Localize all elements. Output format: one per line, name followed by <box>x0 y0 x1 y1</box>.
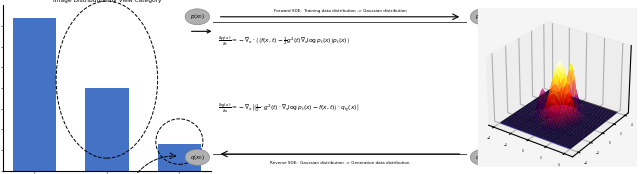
Circle shape <box>185 9 209 25</box>
Text: Forward SDE:  Training data distribution -> Gaussian distribution: Forward SDE: Training data distribution … <box>273 9 406 13</box>
Text: $\frac{\partial q_t(x)}{\partial s} = -\nabla_x \left[ \left( \frac{1}{2} \cdot : $\frac{\partial q_t(x)}{\partial s} = -\… <box>218 101 359 115</box>
Bar <box>13 18 56 171</box>
Text: Reverse SDE:  Gaussian distribution -> Generation data distribution: Reverse SDE: Gaussian distribution -> Ge… <box>270 161 410 165</box>
Title: Image Distribution by View Category: Image Distribution by View Category <box>52 0 161 3</box>
Text: $\frac{\partial p_t(x)}{\partial t} = -\nabla_x \cdot \left( \left( f(x,t) - \fr: $\frac{\partial p_t(x)}{\partial t} = -\… <box>218 35 350 49</box>
Circle shape <box>470 9 495 25</box>
Text: $p(x_T)$: $p(x_T)$ <box>475 12 490 21</box>
Text: $q(x_0)$: $q(x_0)$ <box>190 153 205 162</box>
Text: $p(x_0)$: $p(x_0)$ <box>190 12 205 21</box>
Bar <box>85 88 129 171</box>
Circle shape <box>470 149 495 165</box>
Text: $q(x_T)$: $q(x_T)$ <box>475 153 490 162</box>
Bar <box>157 144 201 171</box>
Circle shape <box>185 149 209 165</box>
